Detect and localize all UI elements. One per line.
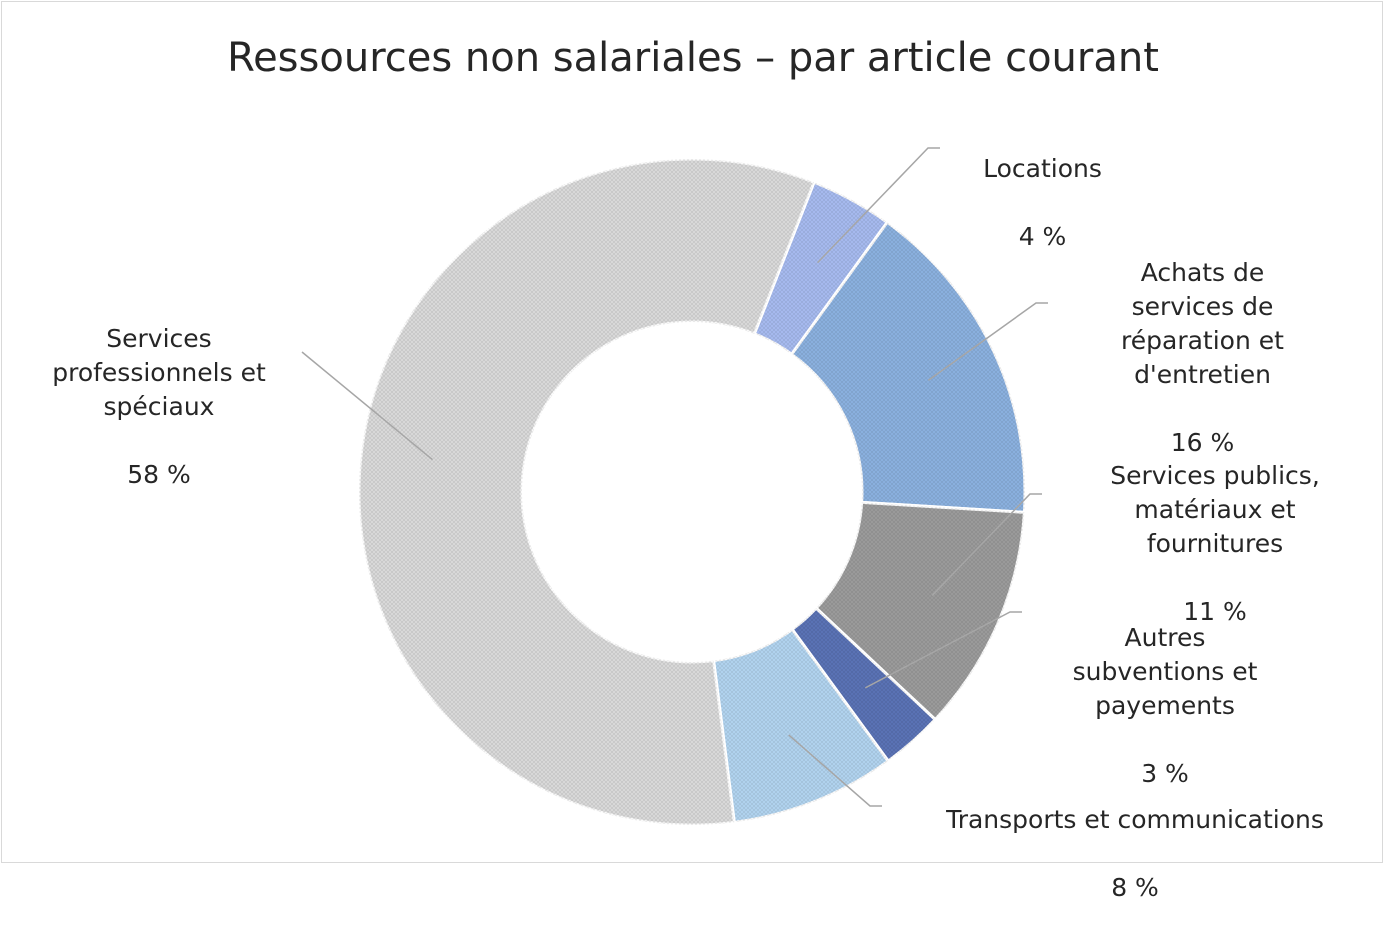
data-label-achats: Achats de services de réparation et d'en…	[1095, 222, 1310, 494]
slice-label-services-publics: Services publics, matériaux et fournitur…	[1110, 461, 1320, 558]
doughnut-chart	[301, 147, 1048, 827]
data-label-locations: Locations 4 %	[935, 118, 1150, 288]
slice-value-locations: 4 %	[1018, 222, 1067, 251]
slice-value-transports: 8 %	[1111, 873, 1159, 902]
slice-value-achats: 16 %	[1170, 428, 1235, 457]
slice-value-autres-subventions: 3 %	[1141, 759, 1189, 788]
slice-value-services-publics: 11 %	[1183, 597, 1247, 626]
slice-transports-et-communications-texture	[713, 629, 889, 823]
leader-line-services-professionnels-et-speciaux	[301, 351, 433, 461]
data-label-services-publics: Services publics, matériaux et fournitur…	[1075, 425, 1355, 663]
slice-value-services-professionnels: 58 %	[127, 460, 191, 489]
data-label-autres-subventions: Autres subventions et payements 3 %	[1050, 587, 1280, 825]
slice-label-locations: Locations	[983, 154, 1102, 183]
slice-label-achats: Achats de services de réparation et d'en…	[1121, 258, 1284, 389]
data-label-services-professionnels: Services professionnels et spéciaux 58 %	[50, 288, 268, 526]
slice-services-professionnels-et-speciaux-texture	[359, 159, 815, 825]
leader-line-locations	[817, 147, 940, 264]
slice-autres-subventions-et-payements-texture	[792, 608, 936, 762]
leader-line-services-publics-materiaux-et-fournitures	[931, 493, 1042, 596]
chart-frame	[1, 1, 1383, 863]
leader-line-autres-subventions-et-payements	[864, 611, 1022, 689]
data-label-transports: Transports et communications 8 %	[910, 769, 1360, 939]
slice-achats-de-services-de-reparation-et-d-entretien-texture	[791, 222, 1026, 513]
slice-label-services-professionnels: Services professionnels et spéciaux	[52, 324, 266, 421]
leader-line-transports-et-communications	[788, 734, 882, 807]
slice-label-transports: Transports et communications	[946, 805, 1324, 834]
leader-line-achats-de-services-de-reparation-et-d-entretien	[927, 302, 1048, 381]
chart-title: Ressources non salariales – par article …	[227, 35, 1159, 81]
slice-services-publics-materiaux-et-fournitures-texture	[816, 502, 1025, 720]
slice-label-autres-subventions: Autres subventions et payements	[1072, 623, 1258, 720]
